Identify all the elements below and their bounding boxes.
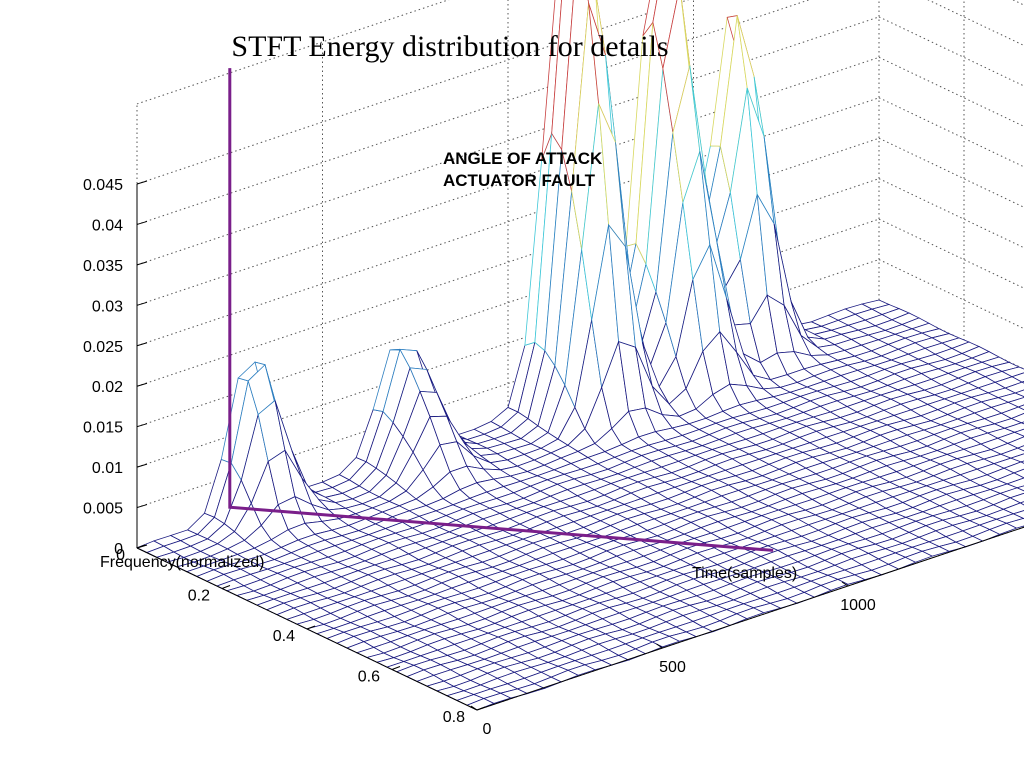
grid-line [879, 57, 1024, 219]
z-tick [137, 302, 147, 305]
time-tick-label: 0 [483, 721, 492, 738]
time-tick-label: 1000 [840, 597, 876, 614]
frequency-tick-label: 0.8 [443, 709, 465, 726]
energy-surface [137, 0, 1024, 710]
z-tick-label: 0.015 [83, 420, 123, 437]
grid-line [879, 0, 1024, 138]
z-tick [137, 424, 147, 427]
fault-annotation: ANGLE OF ATTACK [443, 149, 603, 168]
fault-annotation: ACTUATOR FAULT [443, 171, 596, 190]
z-tick-label: 0.03 [92, 298, 123, 315]
frequency-tick-label: 0.6 [358, 669, 380, 686]
z-tick-label: 0.035 [83, 258, 123, 275]
z-tick [137, 343, 147, 346]
z-tick-label: 0.01 [92, 460, 123, 477]
time-axis-label: Time(samples) [692, 565, 797, 582]
z-tick-label: 0.02 [92, 379, 123, 396]
frequency-axis-label: Frequency(normalized) [100, 554, 265, 571]
z-tick [137, 181, 147, 184]
z-tick [137, 221, 147, 224]
z-tick [137, 383, 147, 386]
z-tick [137, 464, 147, 467]
chart-title: STFT Energy distribution for details [0, 30, 900, 64]
z-tick-label: 0.04 [92, 217, 123, 234]
grid-line [879, 138, 1024, 300]
frequency-tick-label: 0.4 [273, 628, 295, 645]
grid-line [879, 0, 1024, 18]
grid-line [879, 98, 1024, 260]
time-tick-label: 500 [659, 659, 686, 676]
z-tick [137, 505, 147, 508]
z-tick-label: 0.025 [83, 339, 123, 356]
grid-line [879, 0, 1024, 98]
frequency-tick-label: 0.2 [188, 588, 210, 605]
z-tick-label: 0.005 [83, 501, 123, 518]
grid-line [879, 17, 1024, 179]
z-tick [137, 262, 147, 265]
z-tick-label: 0.045 [83, 177, 123, 194]
